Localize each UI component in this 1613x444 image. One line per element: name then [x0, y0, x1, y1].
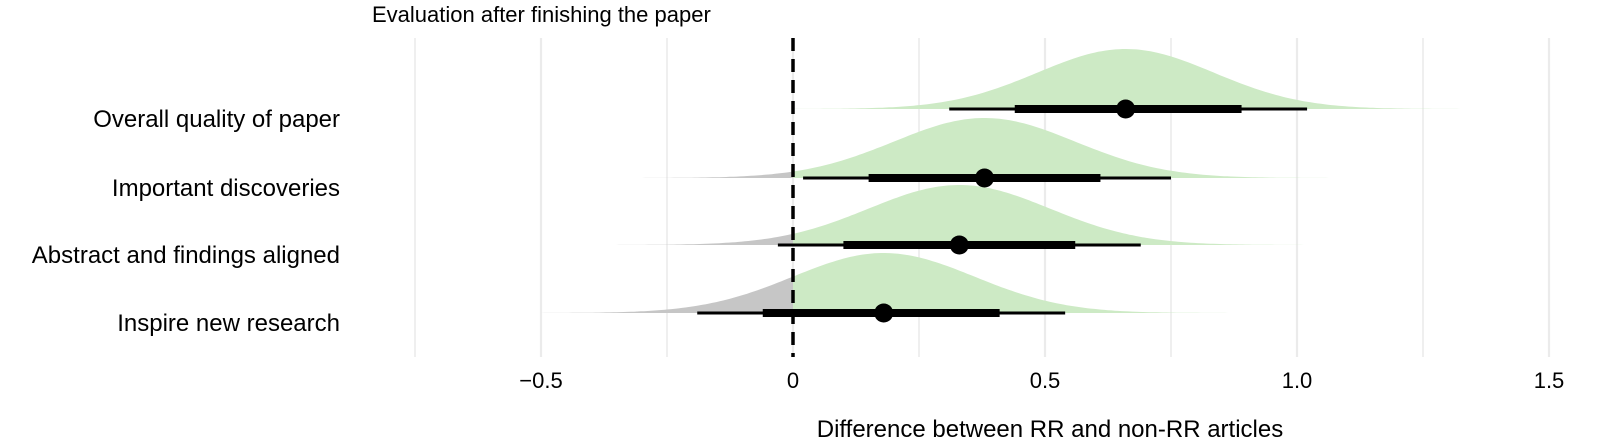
density-positive-1 [793, 49, 1499, 109]
density-positive-4 [793, 253, 1297, 313]
x-tick-label: 1.0 [1282, 368, 1313, 393]
category-labels: Overall quality of paper Important discov… [32, 106, 340, 337]
density-layer [541, 49, 1499, 313]
point-estimate-1 [1116, 99, 1136, 119]
category-label-1: Overall quality of paper [93, 106, 340, 133]
point-estimate-2 [975, 168, 995, 188]
density-negative-3 [596, 233, 793, 245]
x-axis-ticks: −0.5 0 0.5 1.0 1.5 [519, 368, 1564, 393]
x-tick-label: −0.5 [519, 368, 562, 393]
chart-title: Evaluation after finishing the paper [372, 2, 711, 27]
x-tick-label: 0 [787, 368, 799, 393]
point-estimate-3 [949, 235, 969, 255]
point-estimate-4 [874, 303, 894, 323]
interval-layer [697, 99, 1308, 323]
density-negative-4 [541, 276, 793, 313]
density-positive-3 [793, 185, 1308, 245]
x-axis-label: Difference between RR and non-RR article… [817, 416, 1283, 443]
category-label-2: Important discoveries [112, 175, 340, 202]
category-label-4: Inspire new research [117, 310, 340, 337]
density-positive-2 [793, 118, 1368, 178]
category-label-3: Abstract and findings aligned [32, 242, 340, 269]
x-tick-label: 1.5 [1534, 368, 1565, 393]
x-tick-label: 0.5 [1030, 368, 1061, 393]
density-negative-2 [596, 171, 793, 178]
